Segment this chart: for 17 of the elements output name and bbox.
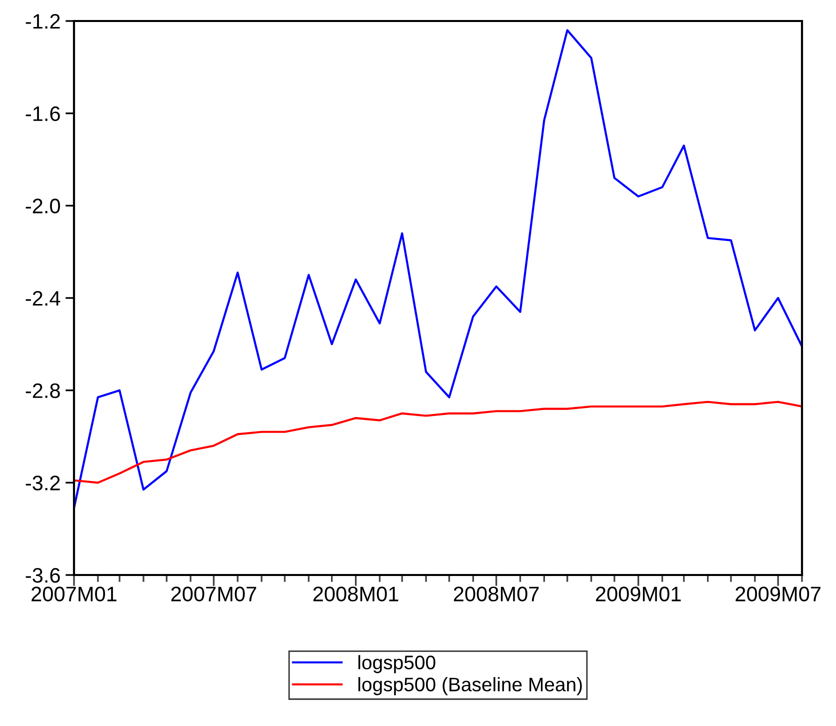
x-tick-label: 2007M01	[32, 586, 116, 602]
x-tick-label: 2009M01	[596, 586, 681, 602]
x-tick-label: 2008M07	[454, 586, 539, 602]
y-tick-label: -1.6	[26, 106, 60, 122]
y-tick-label: -2.8	[26, 383, 60, 398]
y-tick-label: -1.2	[26, 14, 60, 29]
y-tick-label: -3.2	[26, 476, 60, 490]
line-series	[74, 400, 802, 484]
legend-label: logsp500 (Baseline Mean)	[358, 677, 582, 696]
y-tick-label: -2.0	[26, 198, 60, 214]
x-tick-label: 2008M01	[313, 586, 398, 602]
x-tick-label: 2007M07	[171, 586, 256, 602]
x-tick-label: 2009M07	[736, 586, 820, 602]
y-tick-label: -3.6	[26, 568, 60, 583]
line-series	[74, 29, 802, 510]
y-tick-label: -2.4	[26, 291, 60, 306]
legend-label: logsp500	[358, 655, 436, 674]
